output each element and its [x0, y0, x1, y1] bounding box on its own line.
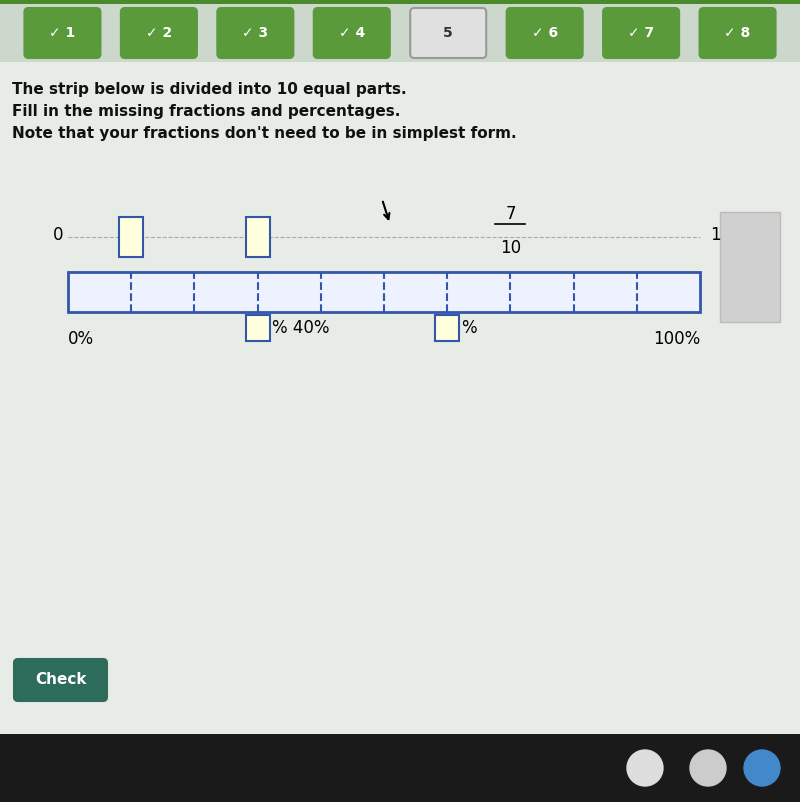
FancyBboxPatch shape [119, 217, 143, 257]
Text: 1: 1 [710, 226, 721, 244]
Circle shape [744, 750, 780, 786]
Text: Fill in the missing fractions and percentages.: Fill in the missing fractions and percen… [12, 104, 400, 119]
FancyBboxPatch shape [435, 315, 459, 341]
Bar [68, 272, 700, 312]
Text: Check: Check [34, 673, 86, 687]
Text: ✓ 8: ✓ 8 [725, 26, 750, 40]
FancyBboxPatch shape [246, 217, 270, 257]
Text: 100%: 100% [653, 330, 700, 348]
Text: ✓ 1: ✓ 1 [50, 26, 75, 40]
FancyBboxPatch shape [699, 8, 775, 58]
FancyBboxPatch shape [121, 8, 197, 58]
Text: ✓ 7: ✓ 7 [628, 26, 654, 40]
Text: 10: 10 [500, 239, 521, 257]
Text: ✓ 6: ✓ 6 [532, 26, 558, 40]
Text: % 40%: % 40% [272, 319, 329, 337]
Text: 7: 7 [505, 205, 516, 223]
FancyBboxPatch shape [314, 8, 390, 58]
Bar [0, 0, 800, 4]
Bar [720, 212, 780, 322]
Text: ✓ 2: ✓ 2 [146, 26, 172, 40]
Text: Note that your fractions don't need to be in simplest form.: Note that your fractions don't need to b… [12, 126, 517, 141]
Text: ✓ 3: ✓ 3 [242, 26, 268, 40]
Circle shape [627, 750, 663, 786]
Text: 5: 5 [443, 26, 453, 40]
FancyBboxPatch shape [14, 659, 107, 701]
FancyBboxPatch shape [218, 8, 294, 58]
Bar [0, 734, 800, 802]
FancyBboxPatch shape [603, 8, 679, 58]
FancyBboxPatch shape [25, 8, 101, 58]
Text: The strip below is divided into 10 equal parts.: The strip below is divided into 10 equal… [12, 82, 406, 97]
Text: %: % [461, 319, 477, 337]
FancyBboxPatch shape [506, 8, 582, 58]
Text: 0: 0 [53, 226, 63, 244]
Bar [0, 0, 800, 62]
Text: ✓ 4: ✓ 4 [338, 26, 365, 40]
FancyBboxPatch shape [410, 8, 486, 58]
Text: 0%: 0% [68, 330, 94, 348]
Circle shape [690, 750, 726, 786]
FancyBboxPatch shape [246, 315, 270, 341]
